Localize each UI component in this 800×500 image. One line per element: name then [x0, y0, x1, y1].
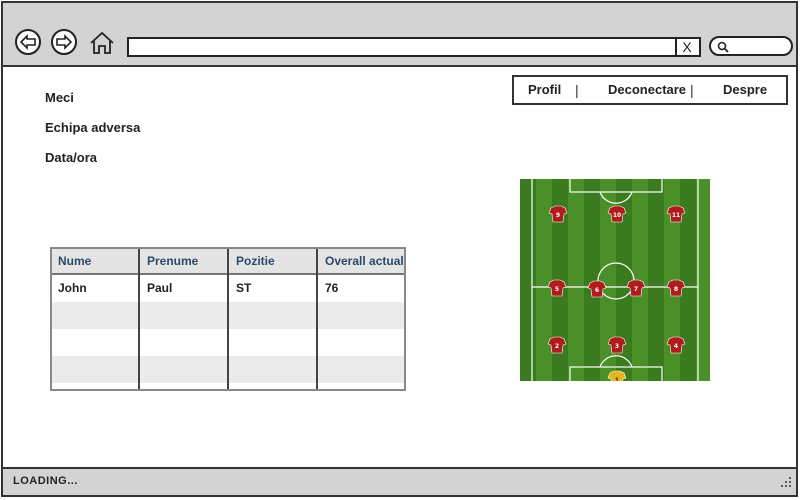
- player-jersey: 8: [666, 279, 686, 297]
- player-jersey: 2: [547, 336, 567, 354]
- forward-button[interactable]: [51, 29, 77, 55]
- jersey-shape: [587, 280, 607, 298]
- jersey-shape: [547, 336, 567, 354]
- menu-separator: |: [690, 82, 694, 98]
- column-header-nume[interactable]: Nume: [58, 254, 92, 268]
- home-button[interactable]: [89, 31, 115, 60]
- penalty-area: [569, 179, 663, 193]
- column-divider: [316, 249, 318, 389]
- grass-stripe: [600, 179, 616, 381]
- jersey-number: 8: [674, 286, 678, 293]
- jersey-number: 11: [672, 212, 680, 219]
- jersey-number: 2: [555, 343, 559, 350]
- player-jersey: 11: [666, 205, 686, 223]
- jersey-shape: [626, 279, 646, 297]
- grass-stripe: [648, 179, 664, 381]
- players-table: Nume Prenume Pozitie Overall actual John…: [50, 247, 406, 391]
- jersey-number: 4: [674, 343, 678, 350]
- jersey-shape: [547, 279, 567, 297]
- grass-stripe: [568, 179, 584, 381]
- meci-label: Meci: [45, 90, 74, 105]
- grass-stripe: [520, 179, 536, 381]
- column-header-pozitie[interactable]: Pozitie: [236, 254, 275, 268]
- grass-stripe: [680, 179, 696, 381]
- clear-url-button[interactable]: X: [675, 39, 697, 55]
- cell-nume: John: [58, 281, 87, 295]
- close-icon: X: [682, 39, 692, 55]
- jersey-shape: [607, 370, 627, 381]
- formation-pitch: 9 10 11 5 6 7 8 2 3 4 1: [520, 179, 710, 381]
- player-jersey: 7: [626, 279, 646, 297]
- status-text: LOADING...: [13, 475, 78, 487]
- menu-item-despre[interactable]: Despre: [723, 82, 768, 97]
- column-divider: [138, 249, 140, 389]
- jersey-number: 10: [613, 212, 621, 219]
- jersey-shape: [548, 205, 568, 223]
- grass-stripe: [632, 179, 648, 381]
- penalty-arc: [599, 355, 633, 368]
- jersey-shape: [666, 336, 686, 354]
- grass-stripe: [616, 179, 632, 381]
- back-button[interactable]: [15, 29, 41, 55]
- status-bar: LOADING...: [3, 467, 796, 495]
- player-jersey: 5: [547, 279, 567, 297]
- player-jersey: 9: [548, 205, 568, 223]
- jersey-number: 9: [556, 212, 560, 219]
- top-menu: Profil | Deconectare | Despre: [512, 75, 788, 105]
- jersey-shape: [607, 205, 627, 223]
- cell-pozitie: ST: [236, 281, 252, 295]
- grass-stripe: [536, 179, 552, 381]
- grass-stripe: [664, 179, 680, 381]
- menu-separator: |: [575, 82, 579, 98]
- resize-grip-icon[interactable]: [780, 476, 792, 488]
- echipa-adversa-label: Echipa adversa: [45, 120, 141, 135]
- pitch-graphic: 9 10 11 5 6 7 8 2 3 4 1: [520, 179, 710, 381]
- goalkeeper-jersey: 1: [607, 370, 627, 381]
- browser-toolbar: X: [3, 3, 796, 67]
- address-bar[interactable]: X: [127, 37, 701, 57]
- player-jersey: 4: [666, 336, 686, 354]
- data-ora-label: Data/ora: [45, 150, 98, 165]
- grass-stripe: [696, 179, 710, 381]
- jersey-number: 6: [595, 287, 599, 294]
- menu-item-profil[interactable]: Profil: [528, 82, 562, 97]
- column-header-prenume[interactable]: Prenume: [147, 254, 199, 268]
- cell-prenume: Paul: [147, 281, 173, 295]
- jersey-shape: [666, 279, 686, 297]
- player-jersey: 6: [587, 280, 607, 298]
- jersey-number: 1: [615, 377, 619, 381]
- column-divider: [227, 249, 229, 389]
- arrow-right-icon: [56, 34, 73, 50]
- cell-overall: 76: [325, 281, 339, 295]
- grass-stripe: [584, 179, 600, 381]
- player-jersey: 3: [607, 336, 627, 354]
- column-header-overall[interactable]: Overall actual: [325, 254, 404, 268]
- jersey-shape: [607, 336, 627, 354]
- penalty-area: [569, 366, 663, 381]
- jersey-shape: [666, 205, 686, 223]
- home-icon: [90, 31, 114, 54]
- jersey-number: 5: [555, 286, 559, 293]
- arrow-left-icon: [19, 34, 36, 50]
- search-input[interactable]: [709, 36, 793, 56]
- jersey-number: 3: [615, 343, 619, 350]
- table-row[interactable]: John Paul ST 76: [52, 275, 404, 302]
- jersey-number: 7: [634, 286, 638, 293]
- player-jersey: 10: [607, 205, 627, 223]
- menu-item-deconectare[interactable]: Deconectare: [608, 82, 687, 97]
- penalty-arc: [599, 191, 633, 204]
- search-icon: [717, 41, 729, 53]
